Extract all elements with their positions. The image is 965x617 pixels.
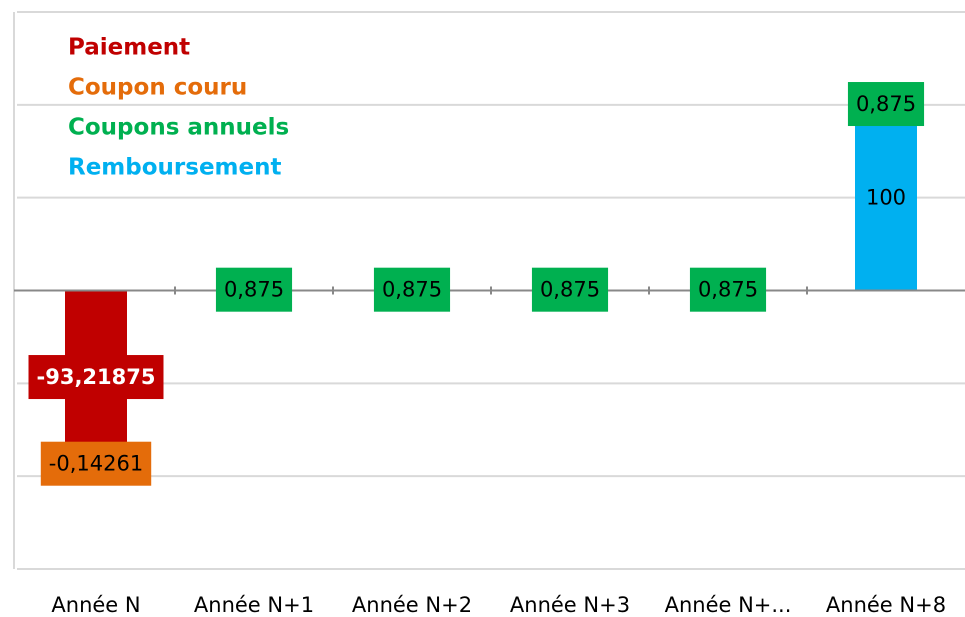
- x-tick-label: Année N+2: [352, 593, 472, 617]
- data-label-box: [28, 355, 164, 400]
- data-label: -93,21875: [28, 355, 164, 400]
- legend-entry: Paiement: [68, 35, 190, 61]
- data-label-text: 0,875: [382, 278, 442, 302]
- data-label-text: 0,875: [224, 278, 284, 302]
- legend-entry: Remboursement: [68, 155, 281, 181]
- data-label-box: [215, 267, 293, 312]
- data-label-text: 100: [866, 186, 906, 210]
- data-label-text: 0,875: [698, 278, 758, 302]
- data-label-text: -0,14261: [49, 452, 143, 476]
- legend-entry: Coupon couru: [68, 75, 247, 101]
- x-tick-label: Année N+1: [194, 593, 314, 617]
- data-label-box: [373, 267, 451, 312]
- data-label: 0,875: [689, 267, 767, 312]
- data-label: 0,875: [531, 267, 609, 312]
- data-label-text: 0,875: [540, 278, 600, 302]
- x-tick-label: Année N+3: [510, 593, 630, 617]
- data-label-box: [857, 175, 915, 220]
- data-label-text: -93,21875: [37, 365, 156, 389]
- legend-entry: Coupons annuels: [68, 115, 289, 141]
- data-label: -0,14261: [40, 441, 152, 486]
- x-tick-label: Année N+8: [826, 593, 946, 617]
- data-label: 0,875: [373, 267, 451, 312]
- x-tick-label: Année N: [51, 593, 140, 617]
- x-tick-label: Année N+...: [665, 593, 792, 617]
- data-label: 0,875: [847, 82, 925, 127]
- data-label-box: [847, 82, 925, 127]
- data-label-box: [689, 267, 767, 312]
- data-label-text: 0,875: [856, 92, 916, 116]
- data-label-box: [40, 441, 152, 486]
- data-label-box: [531, 267, 609, 312]
- data-label: 0,875: [215, 267, 293, 312]
- data-label: 100: [857, 175, 915, 220]
